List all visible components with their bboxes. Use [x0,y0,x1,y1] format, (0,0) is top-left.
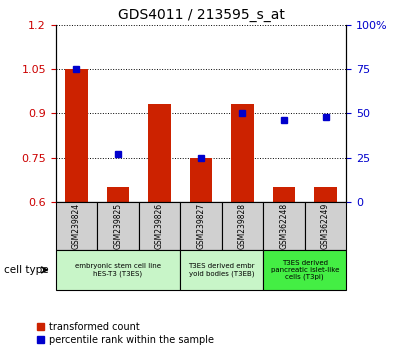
Bar [189,158,213,202]
Text: GSM362249: GSM362249 [321,202,330,249]
Bar [273,187,295,202]
Text: GSM362248: GSM362248 [279,202,289,249]
Bar [56,202,97,250]
Bar [56,250,180,290]
Text: cell type: cell type [4,265,49,275]
Title: GDS4011 / 213595_s_at: GDS4011 / 213595_s_at [117,8,285,22]
Text: T3ES derived
pancreatic islet-like
cells (T3pi): T3ES derived pancreatic islet-like cells… [271,260,339,280]
Text: GSM239828: GSM239828 [238,203,247,249]
Bar [263,202,305,250]
Bar [180,202,222,250]
Text: GSM239826: GSM239826 [155,202,164,249]
Bar [263,250,346,290]
Text: T3ES derived embr
yoid bodies (T3EB): T3ES derived embr yoid bodies (T3EB) [189,263,255,277]
Bar [97,202,139,250]
Bar [305,202,346,250]
Bar [139,202,180,250]
Text: GSM239824: GSM239824 [72,202,81,249]
Bar [65,69,88,202]
Text: embryonic stem cell line
hES-T3 (T3ES): embryonic stem cell line hES-T3 (T3ES) [75,263,161,277]
Text: GSM239827: GSM239827 [197,202,205,249]
Bar [222,202,263,250]
Bar [107,187,129,202]
Bar [231,104,254,202]
Bar [314,187,337,202]
Bar [180,250,263,290]
Legend: transformed count, percentile rank within the sample: transformed count, percentile rank withi… [37,322,215,344]
Bar [148,104,171,202]
Text: GSM239825: GSM239825 [113,202,123,249]
